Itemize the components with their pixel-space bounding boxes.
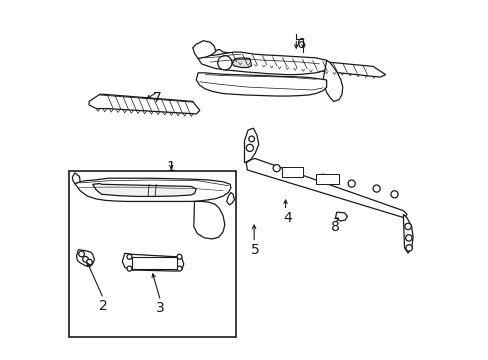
Polygon shape [403, 214, 412, 253]
Text: 5: 5 [250, 243, 259, 257]
Polygon shape [196, 73, 326, 96]
Bar [69, 171, 235, 337]
Polygon shape [231, 58, 251, 67]
Polygon shape [193, 202, 224, 239]
Polygon shape [198, 52, 329, 75]
Polygon shape [323, 60, 342, 102]
Circle shape [272, 165, 280, 172]
Circle shape [127, 266, 132, 271]
Text: 4: 4 [283, 211, 291, 225]
Circle shape [86, 259, 92, 265]
Polygon shape [192, 41, 216, 59]
Polygon shape [335, 212, 346, 221]
Circle shape [82, 256, 88, 262]
Circle shape [246, 144, 253, 152]
Polygon shape [93, 184, 196, 197]
Polygon shape [77, 249, 94, 266]
Circle shape [405, 235, 411, 241]
Text: 8: 8 [330, 220, 339, 234]
Circle shape [405, 245, 411, 251]
Circle shape [248, 136, 254, 142]
Polygon shape [226, 193, 234, 205]
Circle shape [319, 174, 326, 181]
Circle shape [390, 191, 397, 198]
Polygon shape [205, 50, 385, 77]
Bar [132, 257, 176, 269]
Bar [315, 174, 339, 184]
Text: 7: 7 [152, 91, 161, 105]
Circle shape [127, 254, 132, 259]
Polygon shape [89, 94, 200, 114]
Polygon shape [72, 173, 80, 184]
Text: 1: 1 [166, 161, 175, 175]
Circle shape [177, 254, 182, 259]
Circle shape [294, 169, 301, 176]
Circle shape [404, 223, 410, 230]
Circle shape [217, 56, 231, 70]
Bar [282, 167, 303, 177]
Polygon shape [246, 158, 406, 218]
Polygon shape [75, 178, 230, 202]
Circle shape [79, 251, 84, 257]
Text: 3: 3 [156, 301, 164, 315]
Circle shape [177, 266, 182, 271]
Polygon shape [122, 253, 183, 271]
Text: 6: 6 [296, 37, 305, 51]
Circle shape [347, 180, 354, 187]
Circle shape [372, 185, 380, 192]
Text: 2: 2 [99, 299, 107, 313]
Polygon shape [244, 128, 258, 163]
